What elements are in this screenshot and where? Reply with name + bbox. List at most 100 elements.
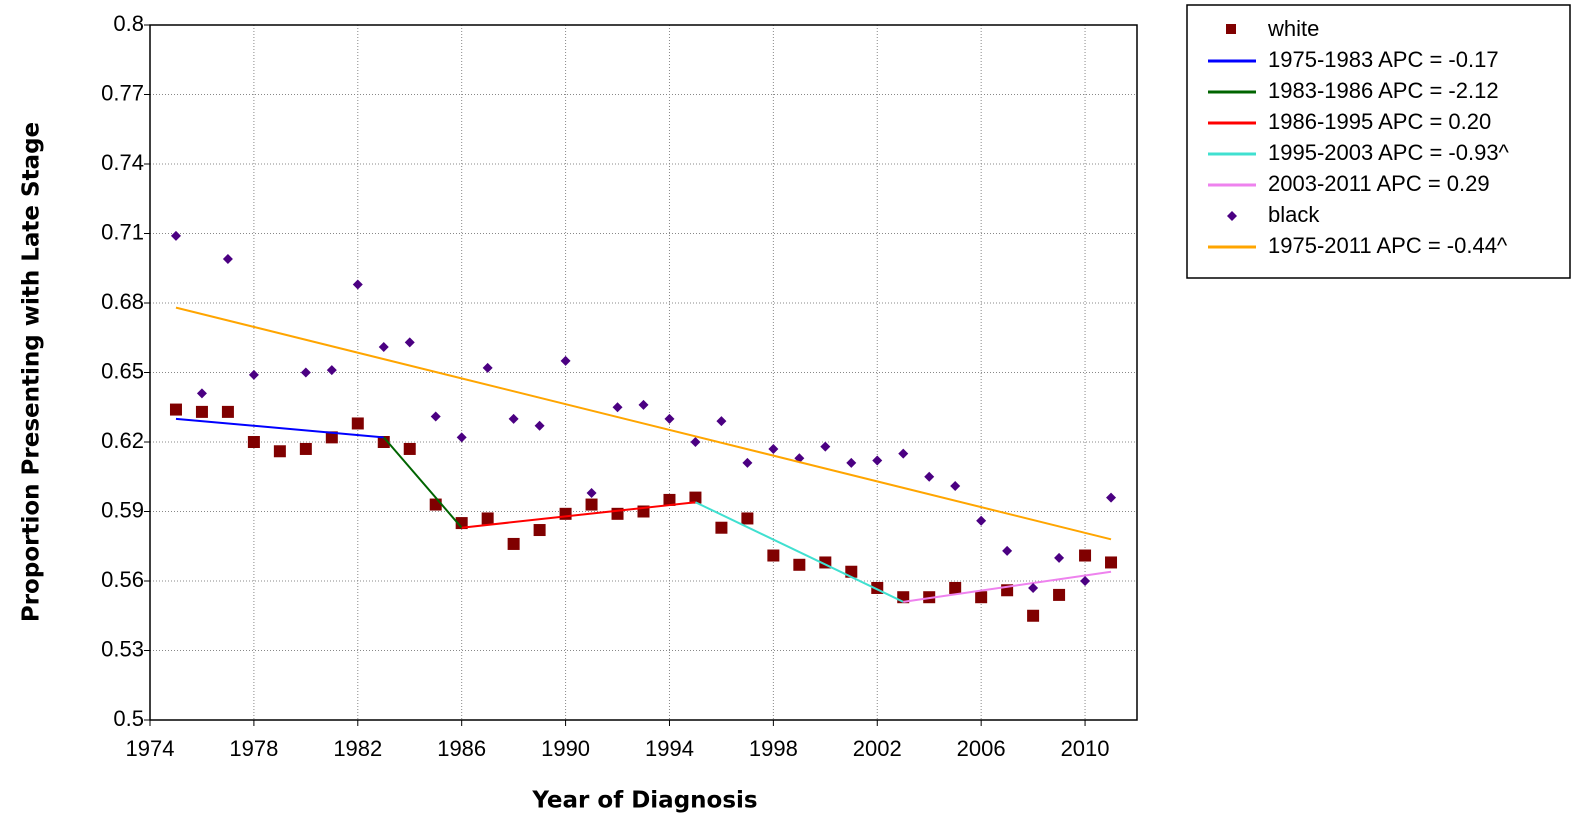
marker — [1054, 552, 1065, 563]
x-tick-label: 1998 — [749, 736, 798, 761]
marker — [195, 405, 208, 418]
marker — [326, 365, 337, 376]
marker — [949, 581, 962, 594]
marker — [1105, 556, 1118, 569]
marker — [559, 507, 572, 520]
marker — [742, 457, 753, 468]
x-tick-label: 1994 — [645, 736, 694, 761]
legend-box — [1186, 4, 1571, 279]
y-axis-title: Proportion Presenting with Late Stage — [19, 122, 45, 622]
marker — [455, 517, 468, 530]
y-tick-label: 0.74 — [101, 150, 144, 175]
legend-label: 1975-1983 APC = -0.17 — [1268, 47, 1499, 72]
marker — [768, 443, 779, 454]
fit-line — [175, 306, 1112, 541]
x-tick-label: 1974 — [126, 736, 175, 761]
y-tick-label: 0.77 — [101, 80, 144, 105]
marker — [403, 442, 416, 455]
x-tick-label: 1982 — [333, 736, 382, 761]
marker — [975, 591, 988, 604]
marker — [196, 388, 207, 399]
legend-label: 1983-1986 APC = -2.12 — [1268, 78, 1499, 103]
marker — [430, 411, 441, 422]
fit-line — [903, 570, 1112, 603]
marker — [273, 445, 286, 458]
y-tick-label: 0.68 — [101, 289, 144, 314]
marker — [221, 405, 234, 418]
marker — [586, 487, 597, 498]
x-tick-label: 2006 — [957, 736, 1006, 761]
fit-line — [383, 436, 463, 529]
fit-line — [695, 501, 904, 603]
marker — [533, 524, 546, 537]
marker — [638, 399, 649, 410]
y-tick-label: 0.5 — [113, 706, 144, 731]
marker — [1027, 609, 1040, 622]
marker — [716, 416, 727, 427]
marker — [248, 369, 259, 380]
y-tick-label: 0.53 — [101, 636, 144, 661]
x-tick-label: 1978 — [229, 736, 278, 761]
y-tick-label: 0.62 — [101, 428, 144, 453]
y-tick-label: 0.56 — [101, 567, 144, 592]
marker — [377, 436, 390, 448]
marker — [715, 521, 728, 534]
y-tick-label: 0.65 — [101, 358, 144, 383]
marker — [612, 402, 623, 413]
x-tick-label: 2010 — [1061, 736, 1110, 761]
marker — [872, 455, 883, 466]
y-tick-label: 0.8 — [113, 11, 144, 36]
marker — [820, 441, 831, 452]
marker — [1080, 576, 1091, 586]
marker — [429, 498, 442, 511]
marker — [222, 253, 233, 264]
marker — [169, 403, 182, 416]
marker — [793, 558, 806, 571]
marker — [846, 457, 857, 468]
marker — [976, 515, 987, 526]
y-tick-label: 0.59 — [101, 497, 144, 522]
fit-line — [461, 501, 696, 529]
marker — [1079, 549, 1092, 562]
marker — [898, 448, 909, 459]
marker — [767, 549, 780, 562]
marker — [404, 337, 415, 348]
x-tick-label: 1990 — [541, 736, 590, 761]
marker — [351, 417, 364, 430]
marker — [690, 437, 701, 447]
marker — [481, 512, 494, 525]
marker — [170, 230, 181, 241]
marker — [352, 279, 363, 290]
marker — [378, 342, 389, 353]
marker — [299, 442, 312, 455]
x-tick-label: 1986 — [437, 736, 486, 761]
marker — [689, 491, 702, 504]
marker — [585, 498, 598, 511]
marker — [456, 432, 467, 443]
legend-label: 1975-2011 APC = -0.44^ — [1268, 233, 1508, 258]
marker — [247, 436, 260, 448]
legend-label: 1986-1995 APC = 0.20 — [1268, 109, 1491, 134]
marker — [950, 481, 961, 492]
marker — [482, 362, 493, 373]
fit-line — [175, 417, 384, 439]
legend-marker — [1226, 24, 1236, 34]
plot-frame — [149, 24, 1138, 721]
x-tick-label: 2002 — [853, 736, 902, 761]
marker — [1002, 545, 1013, 556]
marker — [1053, 588, 1066, 601]
legend-label: white — [1267, 16, 1319, 41]
marker — [507, 537, 520, 550]
marker — [534, 420, 545, 431]
y-tick-label: 0.71 — [101, 219, 144, 244]
marker — [611, 507, 624, 520]
legend-marker — [1227, 211, 1237, 221]
marker — [924, 471, 935, 482]
marker — [1028, 582, 1039, 593]
marker — [1106, 492, 1117, 503]
marker — [325, 431, 338, 444]
marker — [664, 413, 675, 424]
marker — [560, 355, 571, 366]
legend-label: 1995-2003 APC = -0.93^ — [1268, 140, 1510, 165]
